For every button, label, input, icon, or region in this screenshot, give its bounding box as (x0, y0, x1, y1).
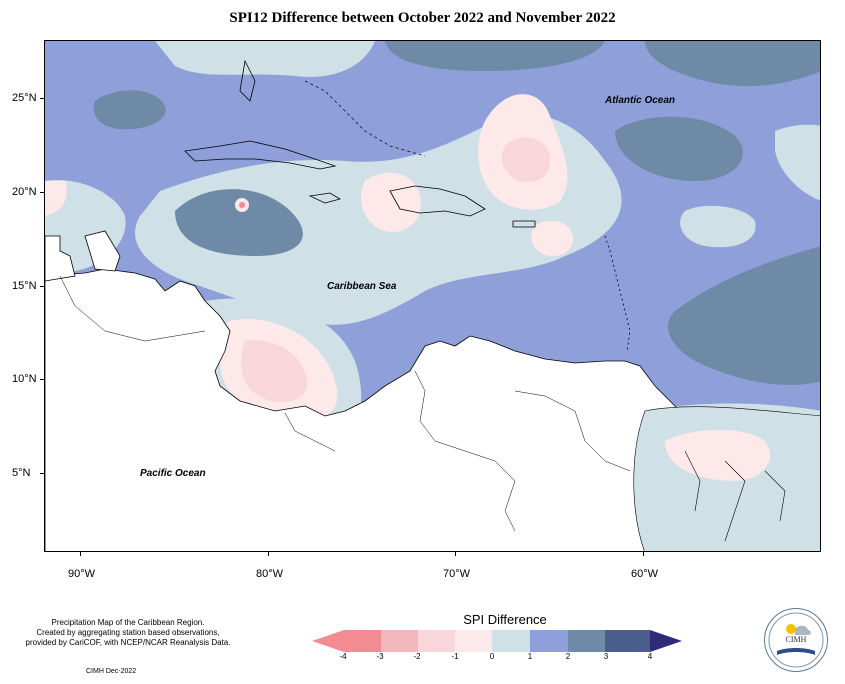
credits-line: Created by aggregating station based obs… (36, 628, 220, 637)
legend-swatch (418, 630, 455, 652)
lat-label-20: 20°N (12, 186, 37, 198)
legend-title: SPI Difference (463, 612, 547, 627)
legend-swatch (381, 630, 418, 652)
dark-zone-ne (645, 41, 820, 87)
legend-tick-label: 1 (527, 652, 533, 661)
spi-map (45, 41, 820, 551)
dark-zone-east (667, 246, 820, 385)
cimh-logo-graphic (768, 612, 824, 668)
lon-label-90: 90°W (68, 568, 96, 580)
lat-tick (40, 192, 44, 193)
date-stamp: CIMH Dec-2022 (86, 668, 137, 675)
lon-tick (80, 552, 81, 556)
legend-tick-label: 2 (565, 652, 571, 661)
lat-tick (40, 286, 44, 287)
legend-tick-label: 3 (603, 652, 609, 661)
legend-tick-label: 4 (647, 652, 653, 661)
legend-swatch (492, 630, 530, 652)
lat-label-5: 5°N (12, 467, 31, 479)
lon-label-70: 70°W (443, 568, 471, 580)
pacific-ocean-label: Pacific Ocean (140, 468, 206, 479)
cimh-logo: CIMH (764, 608, 828, 672)
lat-tick (40, 473, 44, 474)
lon-label-60: 60°W (631, 568, 659, 580)
lat-tick (40, 379, 44, 380)
lat-label-15: 15°N (12, 280, 37, 292)
credits-line: provided by CariCOF, with NCEP/NCAR Rean… (25, 638, 231, 647)
lon-label-80: 80°W (256, 568, 284, 580)
legend-swatch (605, 630, 650, 652)
lon-tick (643, 552, 644, 556)
atlantic-ocean-label: Atlantic Ocean (605, 95, 676, 106)
legend-tick-label: -3 (376, 652, 384, 661)
legend-colorbar (312, 630, 682, 652)
credits-text: Precipitation Map of the Caribbean Regio… (18, 618, 238, 648)
map-title: SPI12 Difference between October 2022 an… (229, 10, 616, 26)
legend-arrow-left (312, 630, 344, 652)
lat-label-25: 25°N (12, 92, 37, 104)
caribbean-sea-label: Caribbean Sea (327, 281, 397, 292)
dark-zone-cayman (175, 189, 303, 256)
legend-swatch (455, 630, 492, 652)
legend-tick-label: -1 (451, 652, 459, 661)
legend-swatch (344, 630, 381, 652)
map-frame: Atlantic Ocean Caribbean Sea Pacific Oce… (44, 40, 821, 552)
logo-text: CIMH (785, 635, 807, 644)
lon-tick (455, 552, 456, 556)
legend-swatch (568, 630, 605, 652)
cuba-outline (184, 140, 337, 170)
lon-tick (268, 552, 269, 556)
lat-tick (40, 98, 44, 99)
legend-tick-label: -2 (413, 652, 421, 661)
legend-tick-label: -4 (339, 652, 347, 661)
hispaniola-outline (389, 185, 486, 217)
legend-swatch (530, 630, 568, 652)
legend-tick-label: 0 (489, 652, 495, 661)
credits-line: Precipitation Map of the Caribbean Regio… (51, 618, 205, 627)
lat-label-10: 10°N (12, 373, 37, 385)
legend-arrow-right (650, 630, 682, 652)
